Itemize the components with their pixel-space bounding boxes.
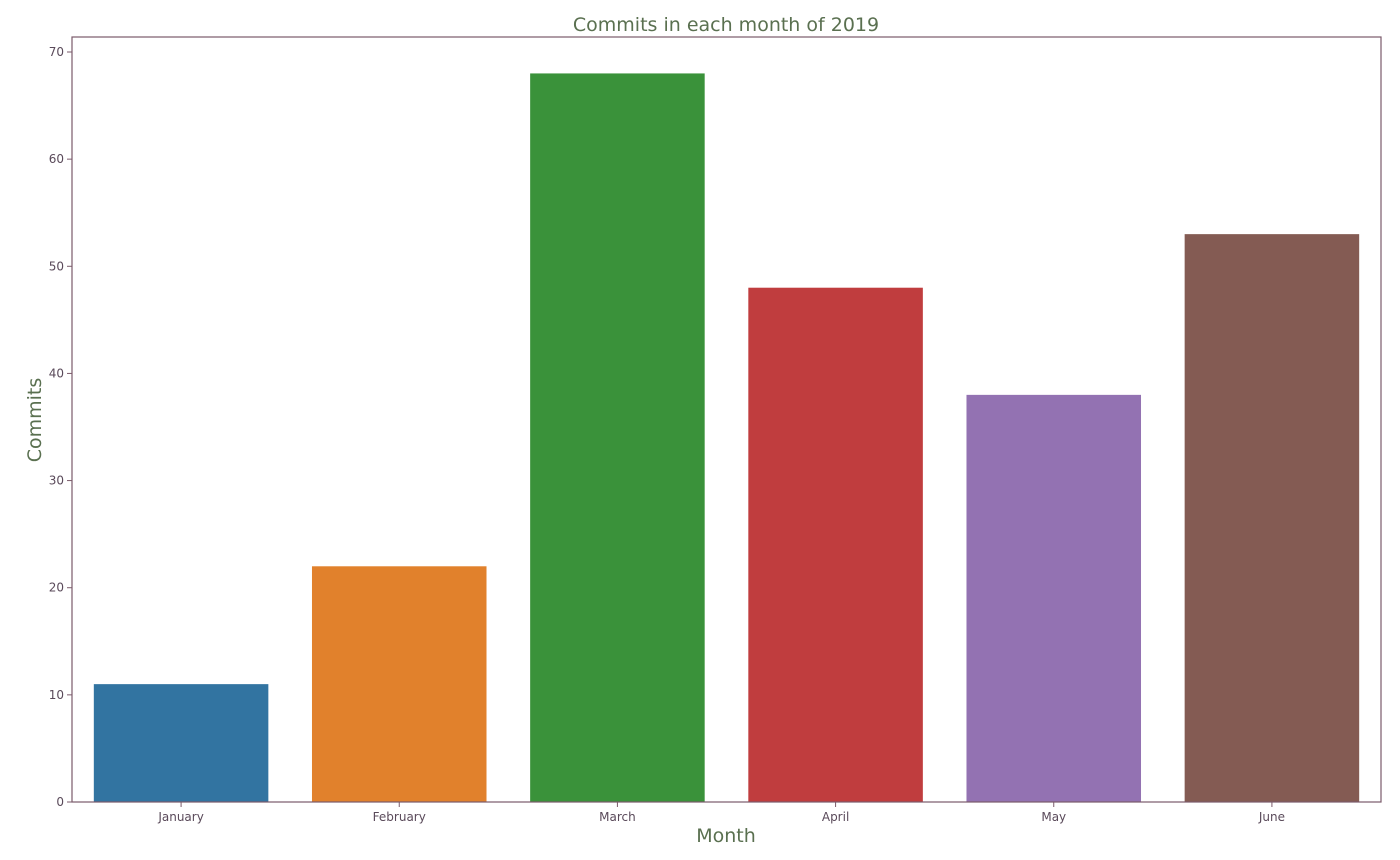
- y-tick-label: 20: [49, 581, 64, 595]
- y-tick-label: 60: [49, 152, 64, 166]
- x-axis-label: Month: [696, 825, 756, 847]
- bar-february: [311, 566, 487, 802]
- chart-title: Commits in each month of 2019: [573, 14, 879, 36]
- bar-april: [748, 287, 923, 803]
- x-tick-label: February: [373, 810, 426, 824]
- x-tick-label: January: [157, 810, 204, 824]
- bar-may: [966, 394, 1142, 802]
- y-tick-label: 40: [49, 366, 64, 380]
- y-tick-label: 30: [49, 474, 64, 488]
- y-tick-label: 50: [49, 259, 64, 273]
- bar-june: [1184, 234, 1360, 802]
- plot-frame: [71, 36, 1382, 803]
- y-tick-label: 70: [49, 45, 64, 59]
- y-tick-label: 0: [56, 795, 64, 809]
- x-tick-label: April: [822, 810, 849, 824]
- bar-january: [93, 684, 269, 802]
- y-axis-label: Commits: [24, 378, 46, 463]
- x-tick-label: June: [1258, 810, 1285, 824]
- bar-march: [530, 73, 705, 803]
- plot-area: 0 10 20 30 40 50 60 70 January February March April…: [49, 36, 1382, 824]
- y-tick-label: 10: [49, 688, 64, 702]
- x-tick-label: March: [599, 810, 636, 824]
- x-tick-label: May: [1041, 810, 1066, 824]
